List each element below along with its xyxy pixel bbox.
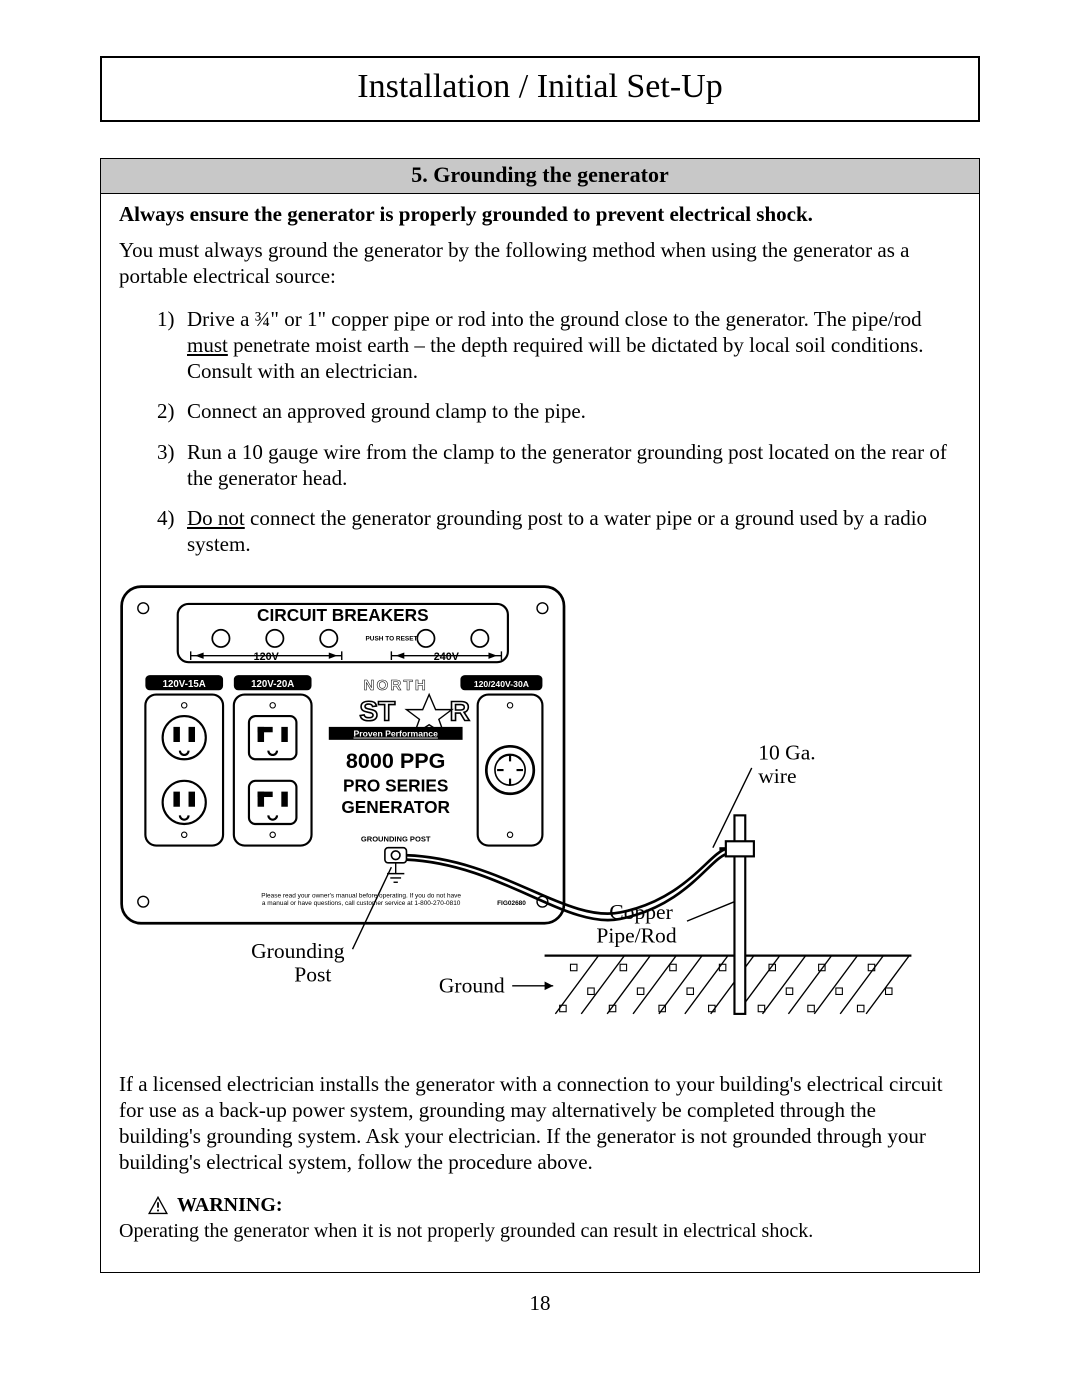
svg-text:8000 PPG: 8000 PPG bbox=[346, 748, 446, 773]
label-ground: Ground bbox=[439, 973, 505, 997]
step-num: 2) bbox=[157, 398, 175, 424]
diagram: CIRCUIT BREAKERS PUSH TO RESET 120V bbox=[119, 578, 961, 1047]
breakers-title: CIRCUIT BREAKERS bbox=[257, 605, 429, 625]
step-1: 1) Drive a ¾" or 1" copper pipe or rod i… bbox=[157, 306, 961, 385]
section-header: 5. Grounding the generator bbox=[101, 159, 979, 194]
label-gp-2: Post bbox=[294, 962, 331, 986]
label-30a: 120/240V-30A bbox=[474, 679, 529, 689]
svg-text:NORTH: NORTH bbox=[363, 677, 427, 694]
page-number: 18 bbox=[100, 1291, 980, 1316]
warning-icon bbox=[147, 1195, 169, 1215]
generator-diagram-svg: CIRCUIT BREAKERS PUSH TO RESET 120V bbox=[113, 578, 933, 1042]
step-text: penetrate moist earth – the depth requir… bbox=[187, 333, 924, 383]
label-20a: 120V-20A bbox=[251, 679, 294, 690]
ground-surface bbox=[545, 955, 912, 1013]
label-grounding-post: GROUNDING POST bbox=[361, 834, 431, 843]
step-underline: Do not bbox=[187, 506, 245, 530]
section-after: If a licensed electrician installs the g… bbox=[119, 1071, 961, 1176]
step-text: Drive a ¾" or 1" copper pipe or rod into… bbox=[187, 307, 922, 331]
label-gp-1: Grounding bbox=[251, 938, 345, 962]
step-num: 3) bbox=[157, 439, 175, 465]
step-num: 4) bbox=[157, 505, 175, 531]
ground-clamp bbox=[726, 841, 754, 856]
steps-list: 1) Drive a ¾" or 1" copper pipe or rod i… bbox=[119, 306, 961, 558]
label-120v: 120V bbox=[254, 651, 280, 663]
section-lead: Always ensure the generator is properly … bbox=[119, 202, 961, 227]
label-wire-1: 10 Ga. bbox=[758, 740, 816, 764]
fine-print-1: Please read your owner's manual before o… bbox=[261, 892, 461, 899]
svg-text:ST: ST bbox=[359, 695, 395, 726]
step-num: 1) bbox=[157, 306, 175, 332]
svg-text:GENERATOR: GENERATOR bbox=[341, 797, 450, 817]
svg-text:PRO SERIES: PRO SERIES bbox=[343, 775, 448, 795]
page-title: Installation / Initial Set-Up bbox=[357, 68, 722, 105]
step-3: 3) Run a 10 gauge wire from the clamp to… bbox=[157, 439, 961, 492]
step-underline: must bbox=[187, 333, 228, 357]
label-240v: 240V bbox=[434, 651, 460, 663]
fine-print-2: a manual or have questions, call custome… bbox=[262, 900, 461, 907]
label-copper-2: Pipe/Rod bbox=[596, 923, 676, 947]
step-text: Connect an approved ground clamp to the … bbox=[187, 399, 586, 423]
section-box: 5. Grounding the generator Always ensure… bbox=[100, 158, 980, 1273]
page-title-box: Installation / Initial Set-Up bbox=[100, 56, 980, 122]
warning-label: WARNING: bbox=[177, 1194, 283, 1217]
warning-row: WARNING: bbox=[147, 1194, 961, 1217]
section-intro: You must always ground the generator by … bbox=[119, 237, 961, 290]
svg-text:Proven Performance: Proven Performance bbox=[353, 728, 438, 738]
step-text: connect the generator grounding post to … bbox=[187, 506, 927, 556]
step-2: 2) Connect an approved ground clamp to t… bbox=[157, 398, 961, 424]
label-15a: 120V-15A bbox=[163, 679, 206, 690]
svg-text:R: R bbox=[450, 695, 470, 726]
step-text: Run a 10 gauge wire from the clamp to th… bbox=[187, 440, 947, 490]
label-wire-2: wire bbox=[758, 764, 796, 788]
warning-text: Operating the generator when it is not p… bbox=[119, 1219, 961, 1244]
outlet-30a bbox=[486, 746, 533, 793]
fig-number: FIG02680 bbox=[497, 900, 526, 907]
step-4: 4) Do not connect the generator groundin… bbox=[157, 505, 961, 558]
push-to-reset: PUSH TO RESET bbox=[365, 635, 417, 642]
label-copper-1: Copper bbox=[609, 900, 672, 924]
